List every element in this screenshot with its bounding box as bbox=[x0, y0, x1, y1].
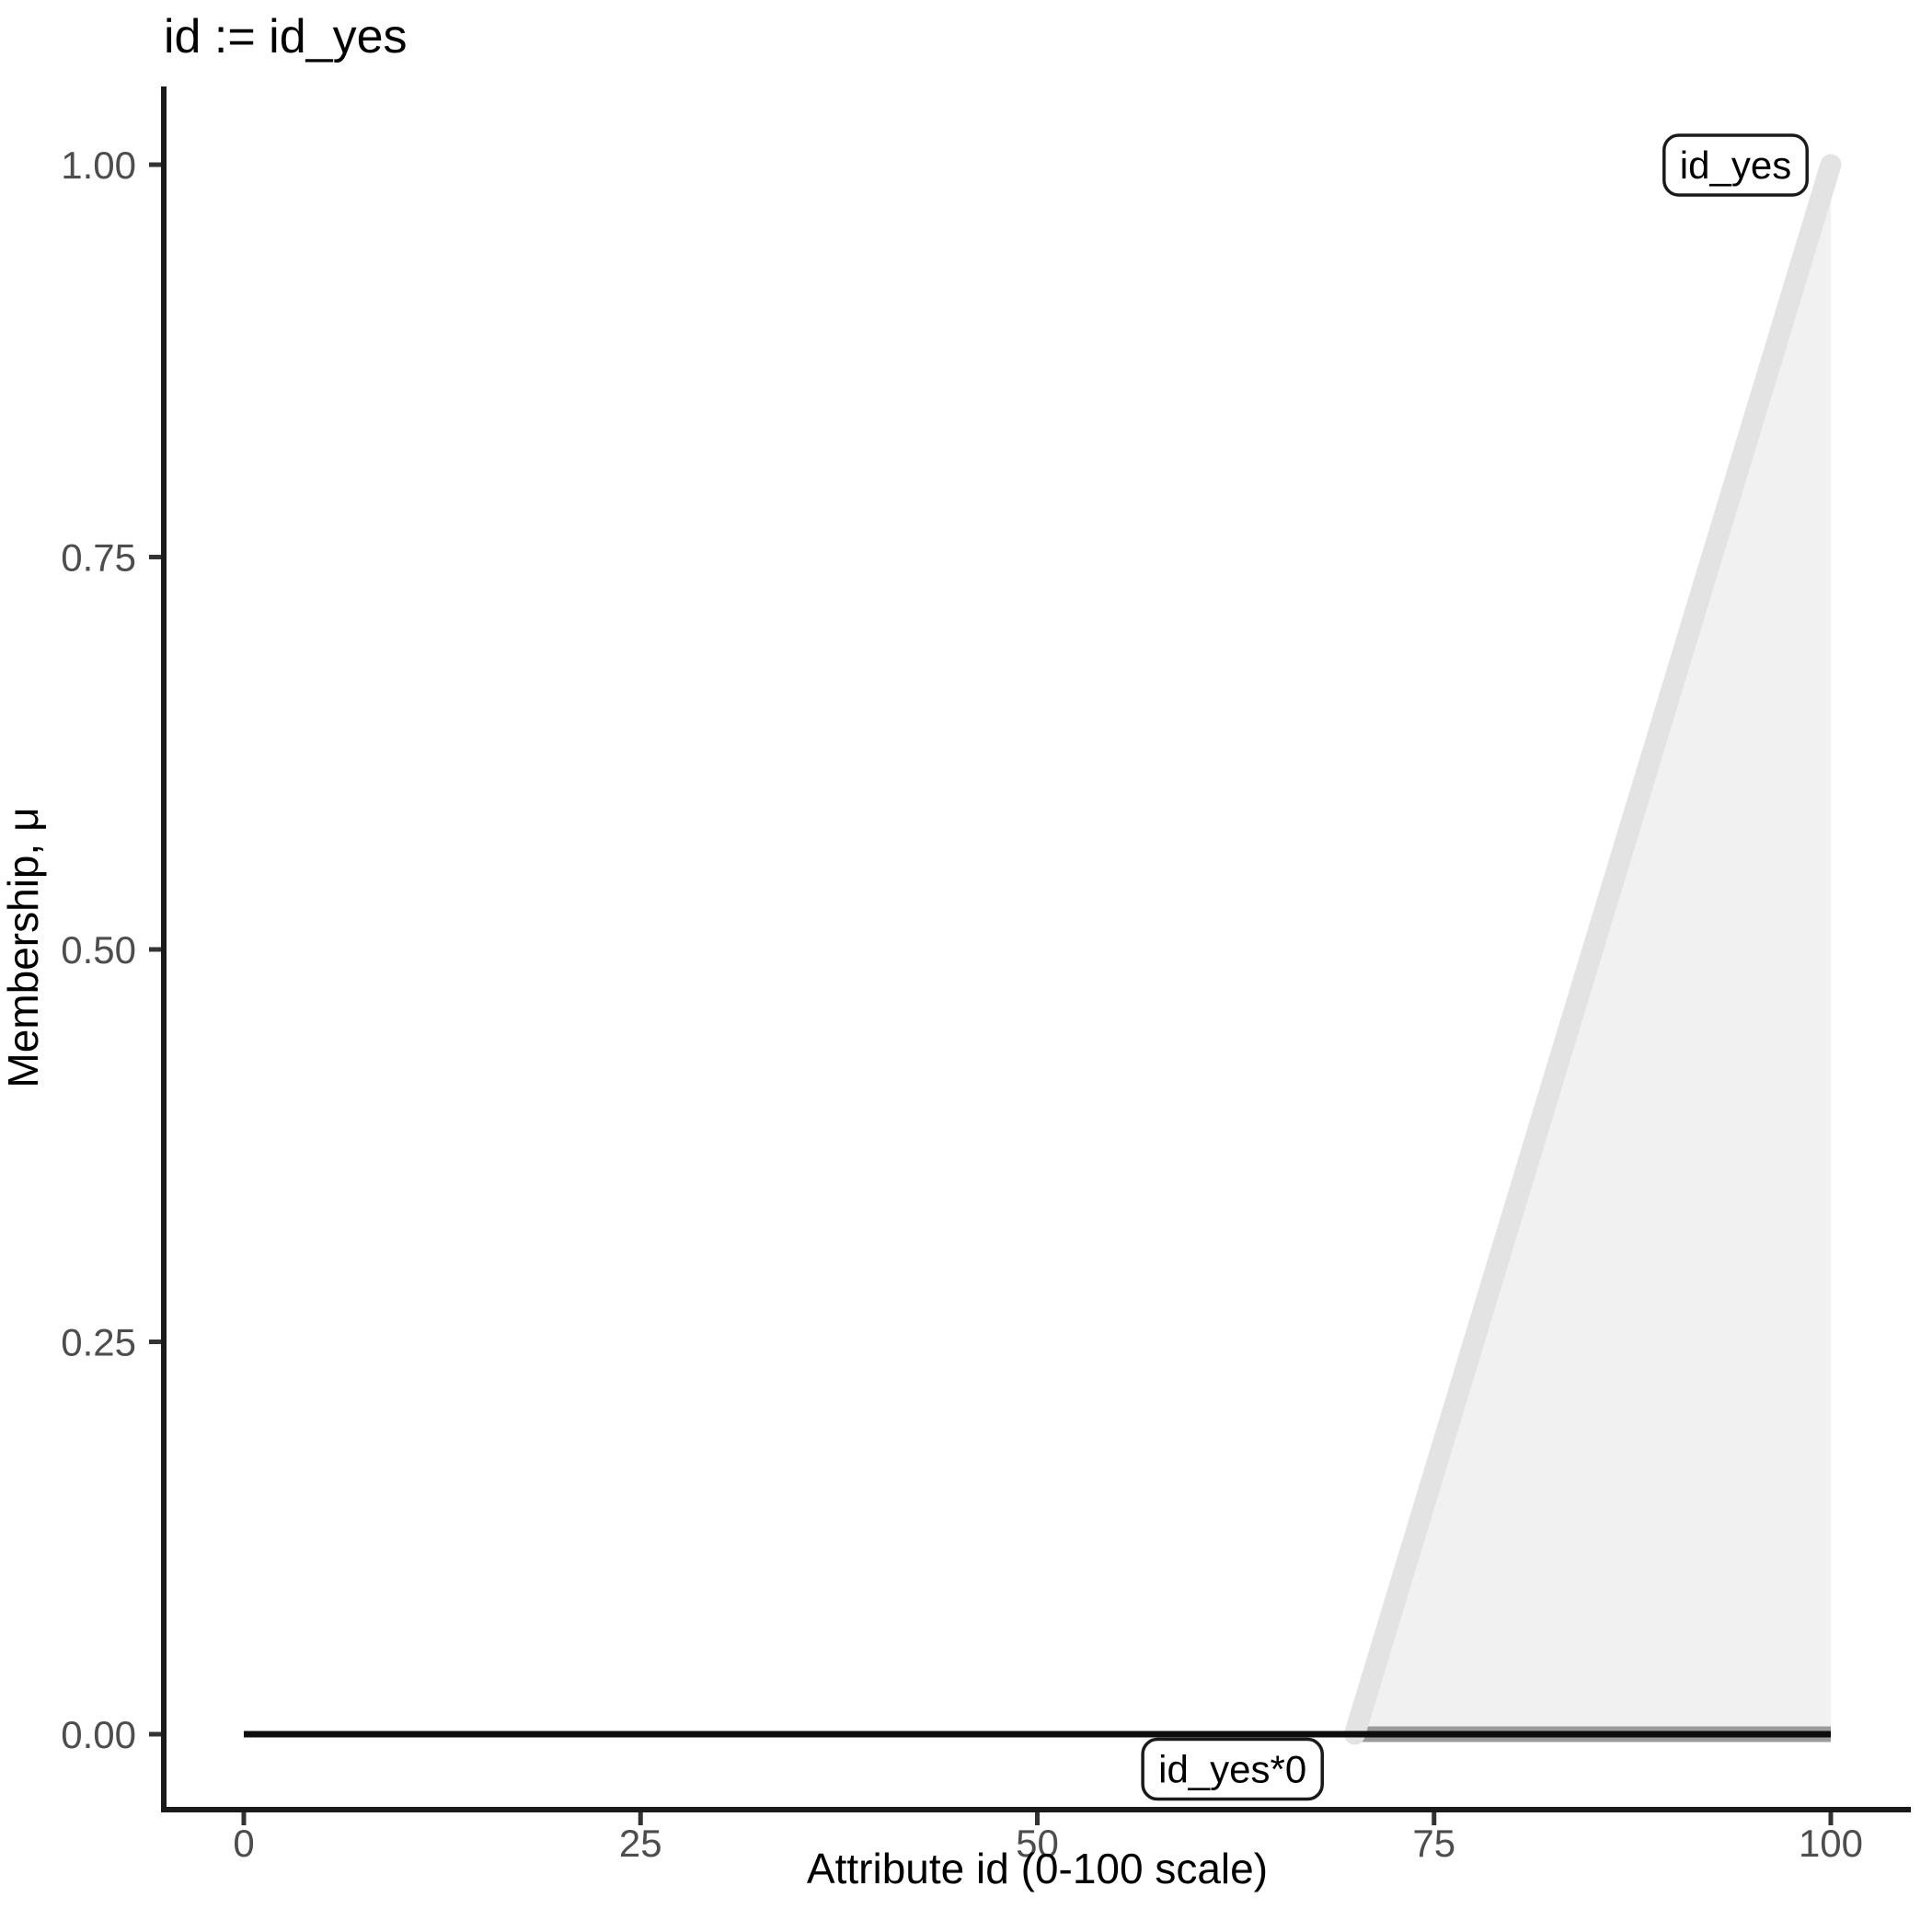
x-tick-label: 25 bbox=[619, 1822, 662, 1865]
annotation-label-text: id_yes bbox=[1680, 144, 1791, 187]
y-tick-label: 0.25 bbox=[61, 1321, 136, 1364]
annotation-label-box bbox=[1141, 1737, 1324, 1801]
x-tick-label: 100 bbox=[1799, 1822, 1863, 1865]
plot-title: id := id_yes bbox=[164, 10, 408, 63]
y-tick-label: 0.75 bbox=[61, 536, 136, 580]
y-tick-label: 0.50 bbox=[61, 928, 136, 972]
y-axis-title: Membership, μ bbox=[0, 807, 47, 1088]
y-tick-label: 1.00 bbox=[61, 144, 136, 187]
x-tick-label: 0 bbox=[233, 1822, 254, 1865]
y-tick-label: 0.00 bbox=[61, 1713, 136, 1756]
x-axis-title: Attribute id (0-100 scale) bbox=[806, 1845, 1269, 1892]
x-tick-label: 75 bbox=[1412, 1822, 1455, 1865]
membership-line bbox=[1344, 154, 1842, 1745]
annotation-label-box bbox=[1662, 133, 1809, 197]
annotation-label-text: id_yes*0 bbox=[1158, 1748, 1306, 1791]
x-tick-label: 50 bbox=[1016, 1822, 1059, 1865]
